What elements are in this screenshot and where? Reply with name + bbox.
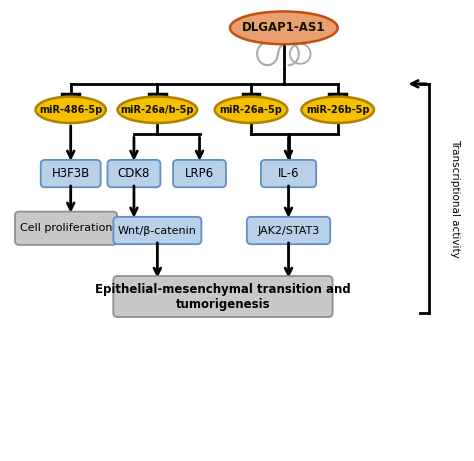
Text: miR-26a/b-5p: miR-26a/b-5p xyxy=(120,105,194,115)
FancyBboxPatch shape xyxy=(113,217,201,244)
Ellipse shape xyxy=(36,97,106,123)
Text: IL-6: IL-6 xyxy=(278,167,299,180)
Text: miR-486-5p: miR-486-5p xyxy=(39,105,102,115)
FancyBboxPatch shape xyxy=(108,160,160,187)
Text: JAK2/STAT3: JAK2/STAT3 xyxy=(257,225,319,236)
FancyBboxPatch shape xyxy=(261,160,316,187)
Ellipse shape xyxy=(230,12,337,44)
Ellipse shape xyxy=(301,97,374,123)
FancyBboxPatch shape xyxy=(15,212,117,245)
Text: miR-26a-5p: miR-26a-5p xyxy=(219,105,283,115)
Text: Wnt/β-catenin: Wnt/β-catenin xyxy=(118,225,197,236)
Text: H3F3B: H3F3B xyxy=(52,167,90,180)
Text: miR-26b-5p: miR-26b-5p xyxy=(306,105,369,115)
Text: Transcriptional activity: Transcriptional activity xyxy=(450,139,460,258)
FancyBboxPatch shape xyxy=(113,276,333,317)
FancyBboxPatch shape xyxy=(41,160,100,187)
Text: DLGAP1-AS1: DLGAP1-AS1 xyxy=(242,21,326,34)
Text: Cell proliferation: Cell proliferation xyxy=(20,223,112,233)
Text: Epithelial-mesenchymal transition and
tumorigenesis: Epithelial-mesenchymal transition and tu… xyxy=(95,283,351,311)
Text: CDK8: CDK8 xyxy=(118,167,150,180)
Ellipse shape xyxy=(215,97,287,123)
FancyBboxPatch shape xyxy=(247,217,330,244)
Text: LRP6: LRP6 xyxy=(185,167,214,180)
Ellipse shape xyxy=(118,97,197,123)
FancyBboxPatch shape xyxy=(173,160,226,187)
